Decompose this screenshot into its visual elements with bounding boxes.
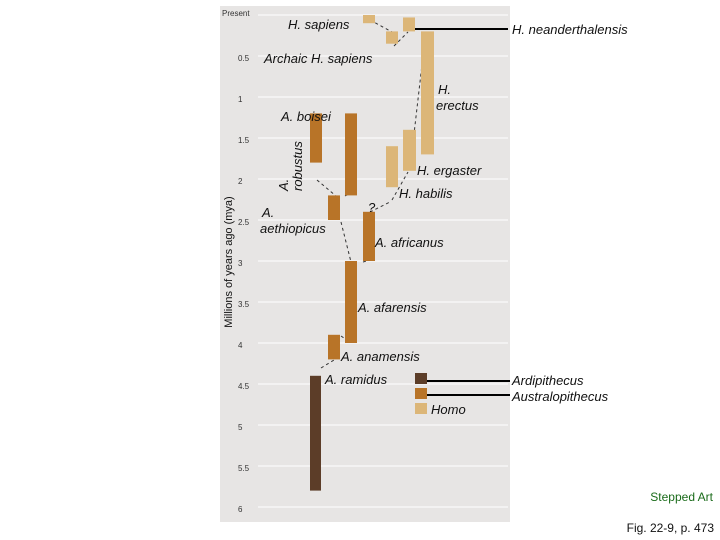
tick-label: 2.5	[238, 218, 250, 227]
tick-label: 3.5	[238, 300, 250, 309]
label-a-ramidus: A. ramidus	[324, 372, 388, 387]
connector-sapiens-archaic	[369, 19, 393, 33]
bar-a-aethiopicus	[328, 195, 340, 220]
bar-h-erectus	[421, 31, 434, 155]
bar-a-robustus	[310, 113, 322, 163]
label-a-aethiopicus-line2: aethiopicus	[260, 221, 326, 236]
bar-a-africanus	[363, 211, 375, 261]
gridlines	[258, 14, 508, 508]
axis-title: Millions of years ago (mya)	[223, 196, 235, 327]
tick-label: 0.5	[238, 54, 250, 63]
bar-a-anamensis	[328, 334, 340, 360]
connector-boisei-aethiopicus	[316, 179, 337, 197]
label-h-sapiens: H. sapiens	[288, 17, 350, 32]
tick-label: 4	[238, 341, 243, 350]
tick-label: 1	[238, 95, 243, 104]
bar-a-afarensis	[345, 261, 357, 343]
label-a-robustus-line2: robustus	[290, 141, 305, 191]
legend-label-ardipithecus: Ardipithecus	[511, 373, 584, 388]
connector-africanus-habilis	[369, 201, 391, 213]
bar-h-sapiens	[363, 15, 375, 24]
label-a-afarensis: A. afarensis	[357, 300, 427, 315]
bar-archaic-h-sapiens	[386, 31, 398, 44]
tick-labels: Present 0.5 1 1.5 2 2.5 3 3.5 4 4.5 5 5.5 6	[222, 9, 250, 514]
legend-swatch-ardipithecus	[415, 373, 427, 384]
legend-label-homo: Homo	[431, 402, 466, 417]
connector-ramidus-anamensis	[320, 359, 335, 369]
legend-swatch-homo	[415, 403, 427, 414]
label-a-africanus: A. africanus	[374, 235, 444, 250]
credit-figure-number: Fig. 22-9, p. 473	[626, 521, 714, 535]
tick-label: 2	[238, 177, 243, 186]
connector-anamensis-afarensis	[340, 335, 351, 343]
connector-aethiopicus-afarensis	[340, 221, 352, 263]
bar-a-boisei	[345, 113, 357, 196]
genus-legend: Ardipithecus Australopithecus Homo	[415, 373, 609, 417]
label-h-erectus-line1: H.	[438, 82, 451, 97]
leader-lines	[415, 28, 510, 396]
tick-label: 1.5	[238, 136, 250, 145]
species-bars	[310, 15, 434, 491]
label-archaic-h-sapiens: Archaic H. sapiens	[263, 51, 373, 66]
label-h-habilis: H. habilis	[399, 186, 453, 201]
tick-label: 5.5	[238, 464, 250, 473]
label-h-erectus-line2: erectus	[436, 98, 479, 113]
bar-h-ergaster	[403, 129, 416, 171]
bar-ar-ramidus	[310, 375, 321, 491]
tick-label: 6	[238, 505, 243, 514]
label-h-ergaster: H. ergaster	[417, 163, 482, 178]
label-a-aethiopicus-line1: A.	[261, 205, 274, 220]
tick-label: 5	[238, 423, 243, 432]
label-h-neanderthalensis: H. neanderthalensis	[512, 22, 628, 37]
diagram-background	[220, 6, 510, 522]
legend-swatch-australopithecus	[415, 388, 427, 399]
connector-habilis-ergaster	[391, 171, 409, 201]
label-a-robustus-line1: A.	[276, 179, 291, 192]
tick-label: Present	[222, 9, 250, 18]
label-a-boisei: A. boisei	[280, 109, 332, 124]
tick-label: 3	[238, 259, 243, 268]
species-labels: H. sapiens H. neanderthalensis Archaic H…	[260, 17, 628, 387]
bar-h-habilis	[386, 146, 398, 188]
credit-stepped-art: Stepped Art	[650, 490, 713, 504]
bar-h-neanderthalensis	[403, 17, 415, 32]
tick-label: 4.5	[238, 382, 250, 391]
legend-label-australopithecus: Australopithecus	[511, 389, 609, 404]
label-a-anamensis: A. anamensis	[340, 349, 420, 364]
label-question-mark: ?	[368, 200, 376, 215]
